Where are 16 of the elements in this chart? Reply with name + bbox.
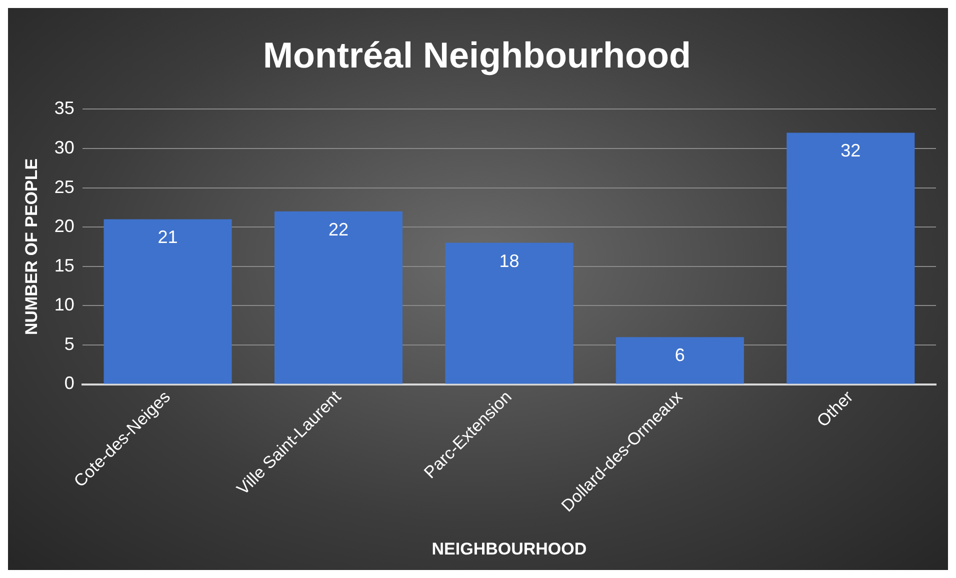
- data-label: 6: [674, 345, 685, 366]
- data-label: 18: [499, 250, 520, 271]
- y-tick-label: 25: [54, 176, 74, 197]
- data-label: 21: [158, 227, 178, 248]
- y-tick-label: 35: [54, 98, 74, 118]
- y-tick-label: 20: [54, 216, 74, 236]
- y-axis-title: NUMBER OF PEOPLE: [22, 158, 41, 336]
- y-tick-label: 0: [64, 373, 74, 394]
- data-label: 32: [840, 140, 861, 161]
- y-tick-label: 5: [64, 334, 74, 354]
- x-axis-title: NEIGHBOURHOOD: [432, 539, 587, 558]
- y-tick-label: 10: [54, 294, 74, 315]
- y-tick-label: 30: [54, 137, 74, 158]
- y-tick-label: 15: [54, 255, 74, 276]
- chart-title: Montréal Neighbourhood: [263, 34, 691, 76]
- data-label: 22: [328, 219, 349, 240]
